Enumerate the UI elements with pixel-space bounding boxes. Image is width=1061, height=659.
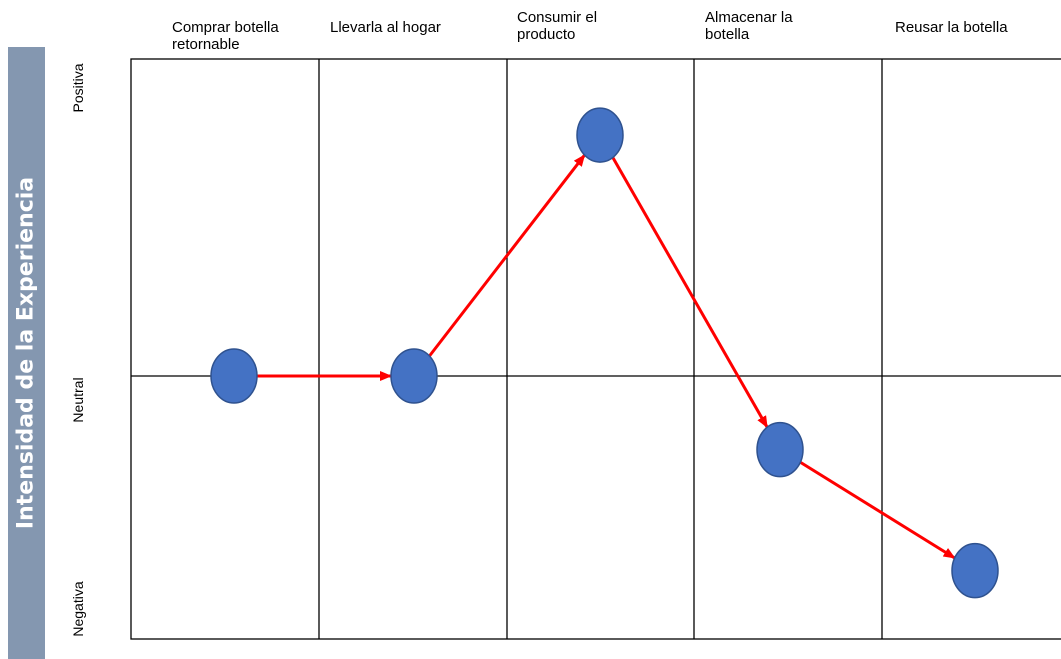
grid-frame (130, 58, 1061, 640)
journey-node-3 (576, 107, 624, 163)
stage-header-3: Consumir el producto (517, 9, 598, 43)
stage-header-1: Comprar botella retornable (172, 19, 279, 53)
journey-arrow (611, 156, 769, 429)
journey-nodes (210, 107, 999, 599)
journey-node-4 (756, 421, 804, 478)
stage-header-5: Reusar la botella (895, 19, 1008, 36)
stage-header-2: Llevarla al hogar (330, 19, 441, 36)
journey-arrows (257, 154, 956, 560)
journey-node-5 (951, 542, 999, 599)
journey-arrow (428, 154, 586, 357)
journey-node-2 (390, 348, 438, 404)
journey-arrow (799, 460, 956, 560)
journey-node-1 (210, 348, 258, 404)
side-axis-bar (8, 47, 45, 659)
stage-header-4: Almacenar la botella (705, 9, 793, 43)
